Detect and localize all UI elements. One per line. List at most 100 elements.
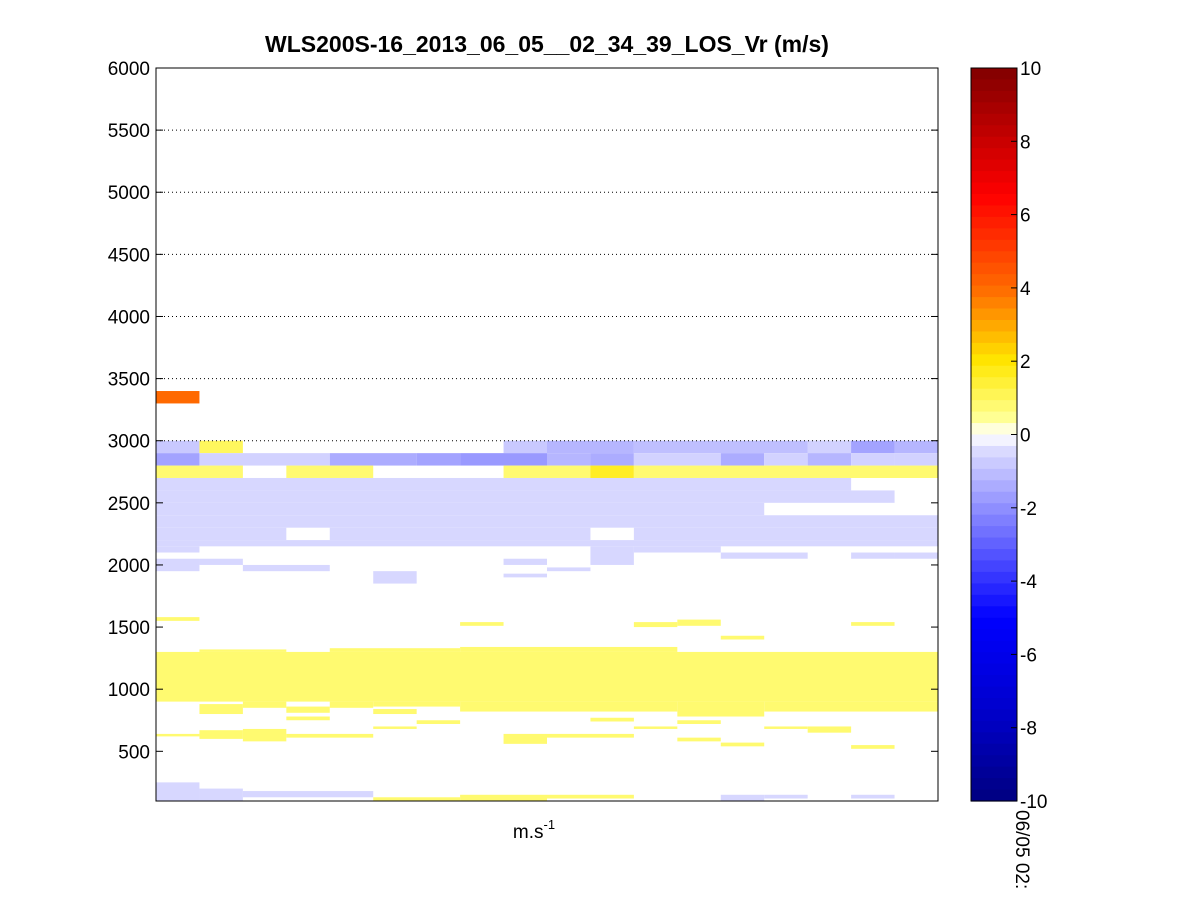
colorbar-swatch <box>971 686 1017 699</box>
colorbar-swatch <box>971 216 1017 229</box>
plot-frame <box>155 67 939 802</box>
heatmap-cell <box>590 717 634 722</box>
heatmap-cell <box>677 737 721 742</box>
colorbar-swatch <box>971 549 1017 562</box>
heatmap-cell <box>764 453 808 466</box>
heatmap-cell <box>156 546 200 553</box>
colorbar-swatch <box>971 354 1017 367</box>
colorbar-swatch <box>971 228 1017 241</box>
colorbar-swatch <box>971 720 1017 733</box>
heatmap-cell <box>720 635 765 640</box>
colorbar-swatch <box>971 617 1017 630</box>
heatmap-cell <box>894 552 938 559</box>
heatmap-cell <box>720 552 808 559</box>
colorbar-swatch <box>971 434 1017 447</box>
heatmap-cell <box>503 558 547 565</box>
heatmap-cell <box>460 646 678 652</box>
colorbar-swatch <box>971 537 1017 550</box>
heatmap-cell <box>373 726 417 729</box>
colorbar-swatch <box>971 606 1017 619</box>
colorbar-swatch <box>971 594 1017 607</box>
colorbar-swatch <box>971 629 1017 642</box>
heatmap-cell <box>633 546 721 553</box>
heatmap-cell <box>373 709 417 715</box>
heatmap-cell <box>156 465 243 478</box>
colorbar-tick-label: 4 <box>1020 279 1031 300</box>
heatmap-cell <box>286 465 374 478</box>
y-grid-lines <box>156 129 938 442</box>
heatmap-cell <box>242 728 287 742</box>
heatmap-cell <box>633 440 808 454</box>
heatmap-cell <box>764 794 808 799</box>
colorbar <box>971 68 1017 802</box>
colorbar-swatch <box>971 125 1017 138</box>
colorbar-swatch <box>971 388 1017 401</box>
heatmap-cell <box>677 701 765 717</box>
colorbar-swatch <box>971 640 1017 653</box>
heatmap-cell <box>547 567 591 572</box>
colorbar-swatch <box>971 468 1017 481</box>
colorbar-swatch <box>971 136 1017 149</box>
colorbar-swatch <box>971 491 1017 504</box>
colorbar-swatch <box>971 274 1017 287</box>
colorbar-swatch <box>971 755 1017 768</box>
colorbar-swatch <box>971 480 1017 493</box>
heatmap-cell <box>416 453 461 466</box>
heatmap-cell <box>503 733 547 744</box>
colorbar-swatch <box>971 766 1017 779</box>
heatmap-cell <box>156 540 938 547</box>
colorbar-swatch <box>971 445 1017 458</box>
heatmap-cell <box>156 490 895 503</box>
colorbar-swatch <box>971 182 1017 195</box>
y-tick-label: 1000 <box>108 680 150 701</box>
colorbar-swatch <box>971 778 1017 791</box>
colorbar-swatch <box>971 583 1017 596</box>
heatmap-cell <box>851 453 895 466</box>
heatmap-cell <box>503 573 547 578</box>
colorbar-swatch <box>971 560 1017 573</box>
heatmap-cell <box>329 648 461 652</box>
colorbar-swatch <box>971 331 1017 344</box>
heatmap-cell <box>633 527 938 541</box>
colorbar-ticks: -10 -8 -6 -4 -2 0 2 4 6 8 10 <box>1011 59 1047 813</box>
colorbar-swatch <box>971 148 1017 161</box>
heatmap-cells <box>156 391 938 801</box>
heatmap-cell <box>590 465 634 478</box>
heatmap-cell <box>807 726 852 733</box>
heatmap-cell <box>547 733 634 738</box>
colorbar-swatch <box>971 113 1017 126</box>
heatmap-cell <box>156 558 200 572</box>
heatmap-cell <box>633 453 721 466</box>
colorbar-swatch <box>971 526 1017 539</box>
colorbar-swatch <box>971 308 1017 321</box>
colorbar-swatch <box>971 697 1017 710</box>
heatmap-cell <box>156 440 200 454</box>
heatmap-cell <box>460 622 504 626</box>
heatmap-cell <box>460 453 547 466</box>
heatmap-cell <box>590 453 634 466</box>
heatmap-cell <box>286 706 330 713</box>
heatmap-cell <box>373 571 417 584</box>
heatmap-cell <box>156 453 200 466</box>
heatmap-cell <box>156 782 200 801</box>
heatmap-cell <box>199 440 243 454</box>
heatmap-cell <box>764 701 938 712</box>
colorbar-swatch <box>971 743 1017 756</box>
colorbar-swatch <box>971 239 1017 252</box>
heatmap-cell <box>156 651 938 702</box>
colorbar-swatch <box>971 319 1017 333</box>
colorbar-swatch <box>971 652 1017 665</box>
heatmap-cell <box>286 733 374 738</box>
colorbar-swatch <box>971 732 1017 745</box>
colorbar-swatch <box>971 663 1017 676</box>
colorbar-tick-label: -2 <box>1020 499 1037 520</box>
y-tick-label: 6000 <box>108 59 150 80</box>
heatmap-cell <box>677 720 721 724</box>
colorbar-tick-label: 2 <box>1020 352 1031 373</box>
colorbar-swatch <box>971 400 1017 413</box>
heatmap-cell <box>199 730 243 739</box>
x-axis-label: m.s-1 <box>513 817 555 843</box>
x-axis-label-base: m.s <box>513 822 544 843</box>
colorbar-tick-label: -6 <box>1020 645 1037 666</box>
colorbar-swatch <box>971 205 1017 218</box>
